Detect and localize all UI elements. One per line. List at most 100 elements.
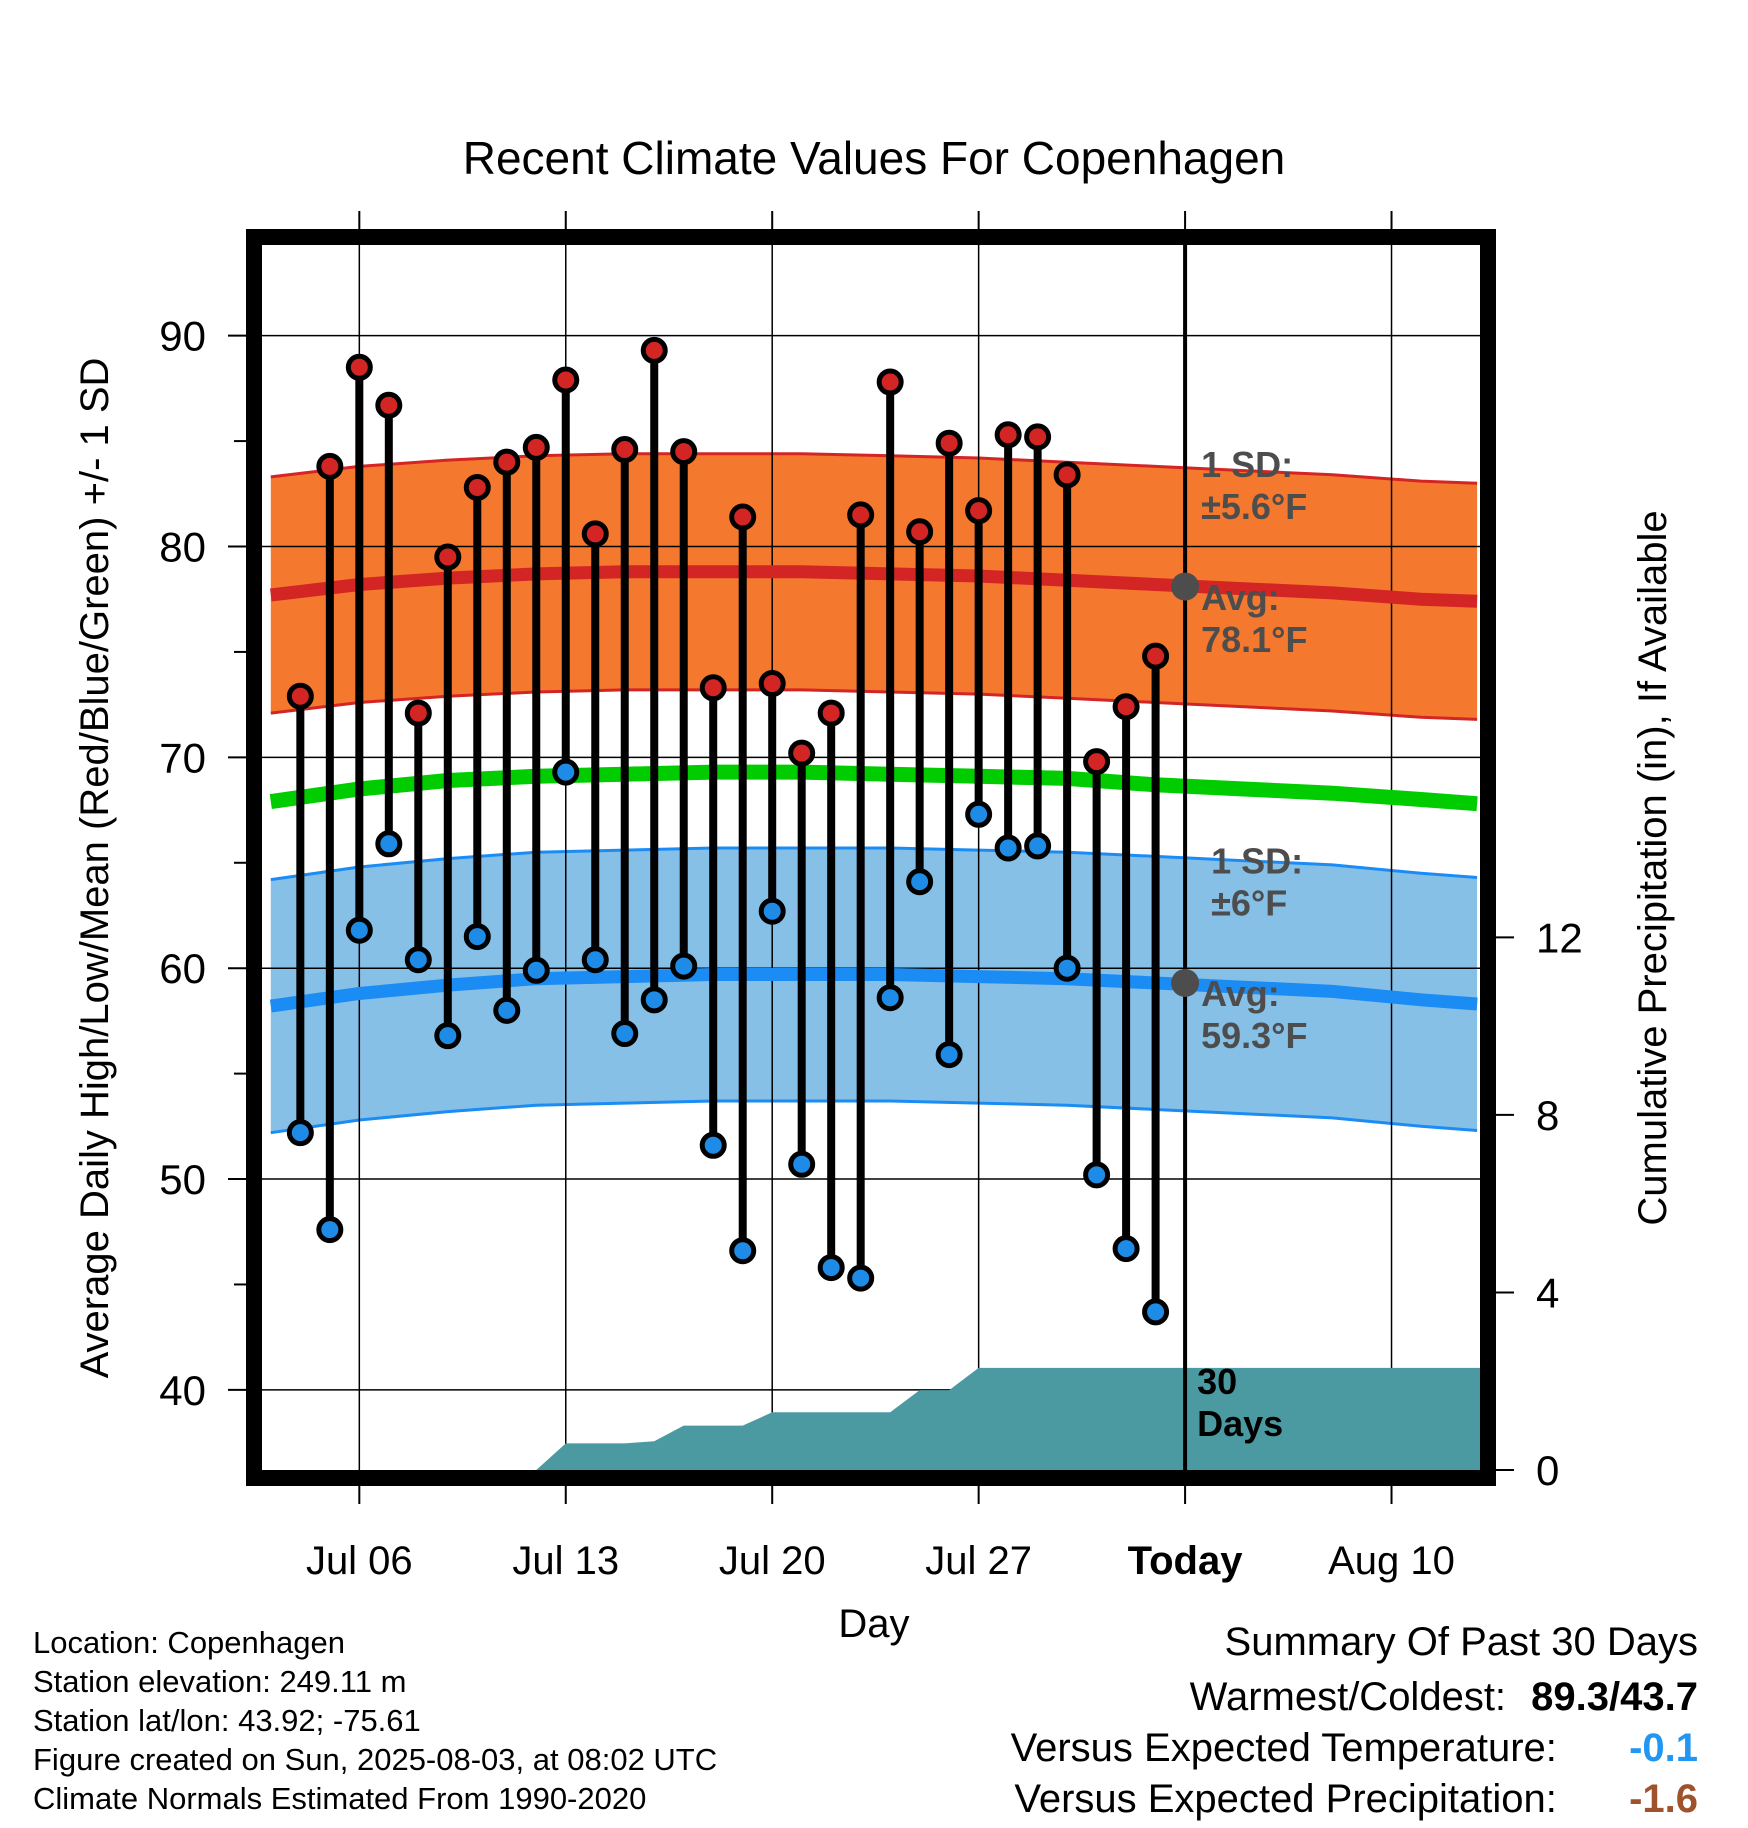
high-dot [611,436,639,464]
y2-tick-label: 4 [1536,1269,1559,1316]
latlon-text: Station lat/lon: 43.92; -75.61 [33,1703,421,1738]
low-dot [375,830,403,858]
today-low-marker [1171,968,1200,997]
low-sd-annotation-line-2: ±6°F [1211,882,1287,923]
low-dot [1053,954,1081,982]
y-tick-label: 90 [159,313,206,360]
summary-temperature: Versus Expected Temperature: -0.1 [1011,1726,1698,1771]
low-dot [670,952,698,980]
elevation-text: Station elevation: 249.11 m [33,1664,407,1699]
normal-bands [270,452,1478,1135]
high-dot [817,699,845,727]
summary-heading: Summary Of Past 30 Days [1224,1620,1698,1664]
low-dot [640,986,668,1014]
high-dot [552,366,580,394]
x-tick-label: Jul 27 [925,1539,1032,1583]
low-dot [434,1022,462,1050]
low-avg-annotation-line-2: 59.3°F [1201,1015,1307,1056]
low-sd-annotation-line-1: 1 SD: [1211,840,1303,881]
high-dot [316,452,344,480]
high-dot [729,503,757,531]
today-high-marker [1171,572,1200,601]
low-dot [965,800,993,828]
low-dot [345,916,373,944]
y-tick-label: 60 [159,945,206,992]
high-dot [788,739,816,767]
low-dot [876,984,904,1012]
days-annotation-line-2: Days [1197,1403,1283,1444]
high-dot [876,368,904,396]
high-sd-annotation-line-1: 1 SD: [1201,444,1293,485]
daily-dots [286,336,1170,1326]
low-dot [404,946,432,974]
x-tick-label: Today [1128,1539,1244,1583]
precipitation-area [536,1367,1480,1470]
plot-border [246,229,1496,1486]
high-avg-annotation-line-2: 78.1°F [1201,619,1307,660]
y2-tick-label: 8 [1536,1092,1559,1139]
low-dot [1142,1298,1170,1326]
high-dot [404,699,432,727]
location-text: Location: Copenhagen [33,1625,345,1660]
low-dot [1024,832,1052,860]
high-dot [1024,423,1052,451]
high-dot [935,429,963,457]
high-dot [434,543,462,571]
low-dot [817,1254,845,1282]
x-axis-label: Day [838,1602,909,1646]
summary-precipitation: Versus Expected Precipitation: -1.6 [1014,1777,1698,1822]
y2-tick-label: 0 [1536,1447,1559,1494]
high-dot [581,520,609,548]
high-dot [640,336,668,364]
high-dot [493,448,521,476]
high-dot [1053,461,1081,489]
days-annotation-line-1: 30 [1197,1361,1237,1402]
high-sd-annotation-line-2: ±5.6°F [1201,486,1307,527]
warm-cold-label: Warmest/Coldest: [1189,1675,1507,1719]
high-dot [1083,748,1111,776]
x-tick-label: Jul 20 [719,1539,826,1583]
high-dot [758,670,786,698]
low-dot [758,897,786,925]
plot-frame [246,229,1496,1486]
low-sd-band-lower-edge [270,1099,1478,1135]
chart-title: Recent Climate Values For Copenhagen [463,132,1286,184]
low-dot [1083,1161,1111,1189]
low-dot [994,834,1022,862]
high-dot [1112,693,1140,721]
high-dot [375,391,403,419]
high-avg-annotation-line-1: Avg: [1201,577,1280,618]
precipitation-label: Versus Expected Precipitation: [1014,1777,1557,1821]
y-axis-right-label: Cumulative Precipitation (in), If Availa… [1631,510,1675,1225]
low-dot [729,1237,757,1265]
low-dot [611,1020,639,1048]
summary-warm-cold: Warmest/Coldest: 89.3/43.7 [1190,1675,1698,1720]
low-avg-annotation-line-1: Avg: [1201,973,1280,1014]
low-dot [286,1119,314,1147]
low-sd-band [270,848,1478,1133]
low-dot [906,868,934,896]
normals-text: Climate Normals Estimated From 1990-2020 [33,1781,647,1816]
low-dot [316,1216,344,1244]
high-dot [345,353,373,381]
x-tick-label: Aug 10 [1328,1539,1455,1583]
high-dot [699,674,727,702]
x-tick-label: Jul 06 [306,1539,413,1583]
high-dot [286,682,314,710]
low-dot [935,1041,963,1069]
axes: 40 50 60 70 80 90 0 4 8 12 Jul 06 Jul 13 Jul 20 Jul 2… [159,211,1583,1583]
y2-tick-label: 12 [1536,914,1583,961]
station-info: Location: Copenhagen Station elevation: … [33,1623,717,1818]
low-dot [493,996,521,1024]
low-dot [552,758,580,786]
warm-cold-value: 89.3/43.7 [1531,1675,1698,1719]
high-dot [847,501,875,529]
y-tick-label: 50 [159,1156,206,1203]
high-dot [965,497,993,525]
precipitation-area-fill [536,1367,1480,1470]
low-dot [522,956,550,984]
x-tick-label: Jul 13 [512,1539,619,1583]
high-dot [1142,642,1170,670]
